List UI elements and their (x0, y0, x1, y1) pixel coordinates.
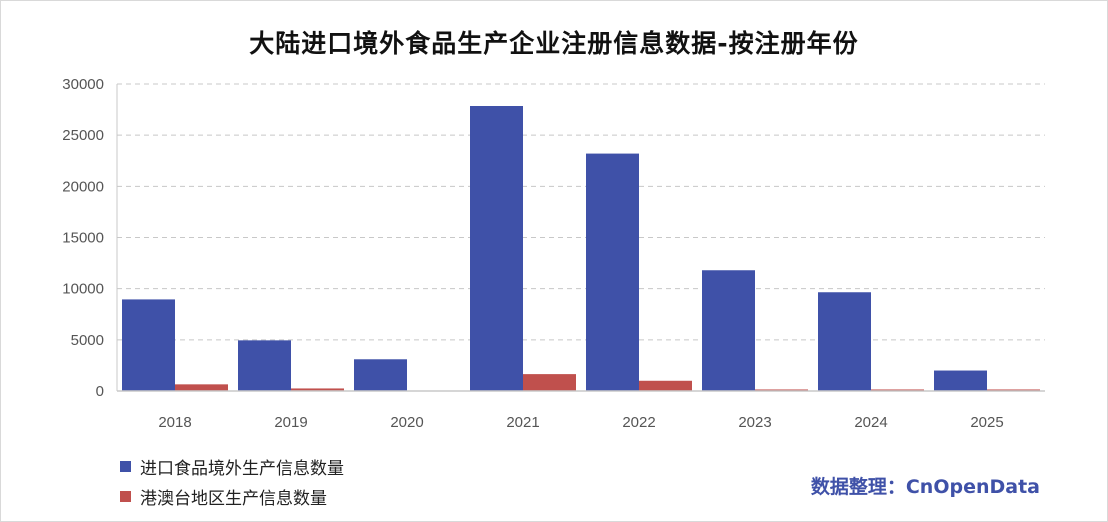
legend-label-imported: 进口食品境外生产信息数量 (140, 459, 344, 479)
bar-hk-macao-taiwan-2019 (291, 388, 344, 391)
legend-swatch-hk-macao-taiwan (120, 491, 131, 502)
bar-hk-macao-taiwan-2018 (175, 384, 228, 391)
y-tick-label: 15000 (62, 230, 104, 247)
source-label: 数据整理：CnOpenData (810, 476, 1040, 498)
bar-imported-2018 (122, 299, 175, 391)
y-tick-label: 20000 (62, 178, 104, 195)
y-tick-label: 30000 (62, 76, 104, 93)
y-tick-label: 25000 (62, 127, 104, 144)
x-tick-label: 2025 (970, 414, 1003, 431)
bar-hk-macao-taiwan-2024 (871, 389, 924, 391)
y-tick-label: 5000 (71, 332, 104, 349)
bar-hk-macao-taiwan-2022 (639, 380, 692, 391)
bar-imported-2023 (702, 270, 755, 391)
bar-imported-2025 (934, 370, 987, 391)
chart-title: 大陆进口境外食品生产企业注册信息数据-按注册年份 (249, 29, 859, 58)
x-tick-label: 2022 (622, 414, 655, 431)
x-tick-label: 2018 (158, 414, 191, 431)
bar-imported-2022 (586, 153, 639, 391)
bar-imported-2020 (354, 359, 407, 391)
x-tick-label: 2023 (738, 414, 771, 431)
bar-imported-2024 (818, 292, 871, 391)
bar-imported-2021 (470, 106, 523, 392)
legend-item-imported: 进口食品境外生产信息数量 (120, 454, 344, 479)
x-tick-label: 2021 (506, 414, 539, 431)
y-tick-label: 10000 (62, 281, 104, 298)
x-tick-label: 2024 (854, 414, 887, 431)
bar-hk-macao-taiwan-2023 (755, 389, 808, 391)
x-tick-label: 2020 (390, 414, 423, 431)
legend-label-hk-macao-taiwan: 港澳台地区生产信息数量 (140, 489, 327, 509)
bar-hk-macao-taiwan-2021 (523, 374, 576, 391)
bar-imported-2019 (238, 340, 291, 391)
legend-swatch-imported (120, 461, 131, 472)
x-tick-label: 2019 (274, 414, 307, 431)
legend-item-hk-macao-taiwan: 港澳台地区生产信息数量 (120, 484, 327, 509)
y-tick-label: 0 (96, 383, 104, 400)
bar-hk-macao-taiwan-2025 (987, 389, 1040, 391)
